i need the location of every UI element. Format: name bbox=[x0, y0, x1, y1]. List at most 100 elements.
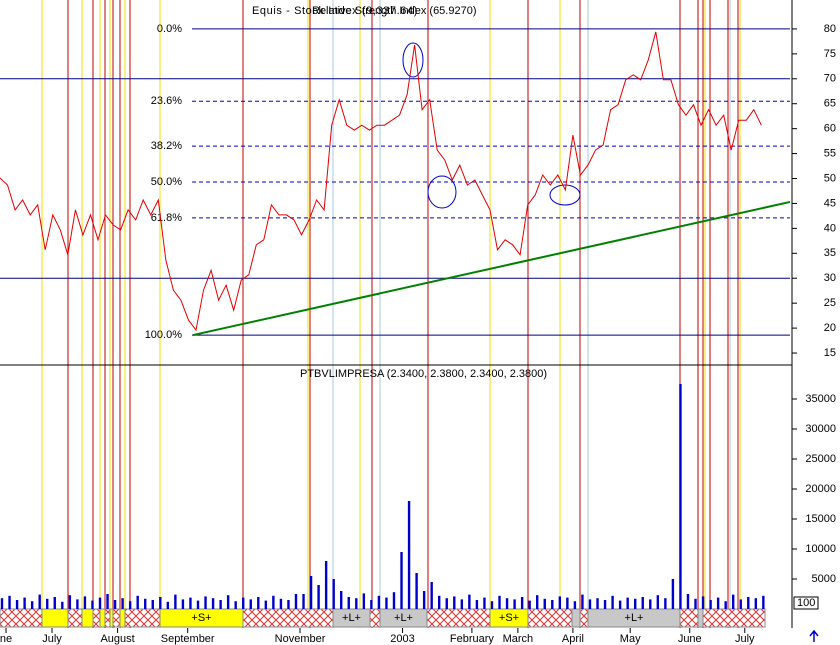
volume-bar bbox=[30, 601, 34, 609]
volume-bar bbox=[588, 599, 592, 609]
x-tick-label: February bbox=[450, 633, 495, 645]
volume-bar bbox=[528, 600, 531, 609]
x-tick-label: May bbox=[620, 633, 641, 645]
volume-bar bbox=[174, 594, 177, 609]
volume-bar bbox=[603, 600, 607, 609]
volume-bar bbox=[694, 598, 697, 609]
volume-bar bbox=[498, 595, 501, 609]
volume-bar bbox=[279, 598, 283, 609]
volume-bar bbox=[196, 600, 200, 609]
volume-bar bbox=[166, 601, 170, 609]
volume-bar bbox=[106, 594, 109, 609]
volume-bar bbox=[611, 595, 614, 609]
y-tick-label: 65 bbox=[824, 98, 836, 110]
y-tick-label: 70 bbox=[824, 73, 836, 85]
volume-bar bbox=[53, 597, 56, 609]
volume-bar bbox=[520, 597, 524, 609]
scroll-arrow[interactable] bbox=[809, 629, 819, 642]
volume-bar bbox=[686, 594, 690, 609]
y-tick-label: 25000 bbox=[805, 453, 836, 465]
volume-bar bbox=[189, 597, 192, 609]
highlight-ellipse bbox=[549, 184, 581, 206]
chart-subtitle: Relative Strength Index (65.9270) bbox=[312, 5, 477, 17]
signal-label: +L+ bbox=[625, 612, 644, 624]
y-tick-label: 45 bbox=[824, 197, 836, 209]
trendline bbox=[192, 200, 791, 337]
volume-bar bbox=[15, 600, 19, 609]
volume-bar bbox=[422, 591, 426, 609]
signal-block bbox=[489, 608, 529, 628]
volume-bar bbox=[438, 595, 441, 609]
volume-bar bbox=[113, 600, 117, 609]
signal-label: +L+ bbox=[342, 612, 361, 624]
volume-bar bbox=[664, 598, 667, 609]
volume-bar bbox=[83, 596, 87, 609]
volume-bar bbox=[204, 596, 207, 609]
volume-bar bbox=[362, 593, 366, 609]
x-tick-label: June bbox=[678, 633, 702, 645]
fib-label: 38.2% bbox=[151, 140, 182, 152]
x-tick-label: ne bbox=[0, 633, 12, 645]
x-tick-label: July bbox=[42, 633, 62, 645]
y-tick-label: 15 bbox=[824, 347, 836, 359]
volume-bar bbox=[98, 597, 102, 609]
y-tick-label: 20 bbox=[824, 322, 836, 334]
rsi-line bbox=[0, 31, 762, 332]
volume-bar bbox=[61, 601, 64, 609]
signal-block bbox=[81, 608, 94, 628]
volume-bar bbox=[272, 595, 275, 609]
volume-bar bbox=[377, 595, 381, 609]
signal-label: +S+ bbox=[499, 612, 519, 624]
signal-label: +S+ bbox=[191, 612, 211, 624]
volume-bar bbox=[754, 598, 758, 609]
y-tick-label: 10000 bbox=[805, 543, 836, 555]
signal-label: +L+ bbox=[394, 612, 413, 624]
x-tick-label: November bbox=[275, 633, 326, 645]
y-tick-label: 30 bbox=[824, 272, 836, 284]
y-tick-label: 35000 bbox=[805, 393, 836, 405]
signal-block bbox=[109, 608, 114, 628]
volume-bar bbox=[626, 597, 629, 609]
y-tick-label: 5000 bbox=[812, 573, 836, 585]
volume-bar bbox=[211, 598, 215, 609]
fib-label: 0.0% bbox=[157, 23, 182, 35]
volume-bar bbox=[287, 600, 290, 609]
volume-bar bbox=[618, 600, 622, 609]
volume-bar bbox=[68, 595, 72, 609]
volume-bar bbox=[309, 576, 313, 609]
volume-bar bbox=[264, 600, 268, 609]
volume-bar bbox=[445, 598, 448, 609]
volume-bar bbox=[566, 597, 569, 609]
y-tick-label: 15000 bbox=[805, 513, 836, 525]
volume-bar bbox=[355, 598, 358, 609]
x-tick-label: March bbox=[503, 633, 534, 645]
volume-bar bbox=[219, 600, 222, 609]
highlight-ellipse bbox=[427, 175, 457, 209]
fib-label: 100.0% bbox=[145, 329, 183, 341]
y-tick-label: 75 bbox=[824, 48, 836, 60]
signal-block bbox=[697, 608, 704, 628]
volume-bar bbox=[294, 594, 298, 609]
volume-bar bbox=[505, 598, 509, 609]
signal-block bbox=[99, 608, 106, 628]
y-tick-label: 80 bbox=[824, 23, 836, 35]
volume-bar bbox=[671, 579, 675, 609]
volume-bar bbox=[716, 597, 720, 609]
y-tick-label: 20000 bbox=[805, 483, 836, 495]
fib-label: 23.6% bbox=[151, 95, 182, 107]
volume-bar bbox=[324, 561, 328, 609]
volume-bar bbox=[641, 597, 644, 609]
volume-bar bbox=[0, 598, 4, 609]
volume-bar bbox=[76, 599, 79, 609]
signal-block bbox=[379, 608, 428, 628]
volume-bar bbox=[257, 597, 260, 609]
volume-bar bbox=[490, 601, 494, 609]
volume-bar bbox=[128, 601, 132, 609]
volume-bar bbox=[747, 597, 750, 609]
volume-bar bbox=[400, 552, 403, 609]
volume-bar bbox=[302, 594, 305, 609]
volume-bar bbox=[701, 596, 705, 609]
volume-bar bbox=[407, 501, 411, 609]
volume-bar bbox=[340, 591, 343, 609]
